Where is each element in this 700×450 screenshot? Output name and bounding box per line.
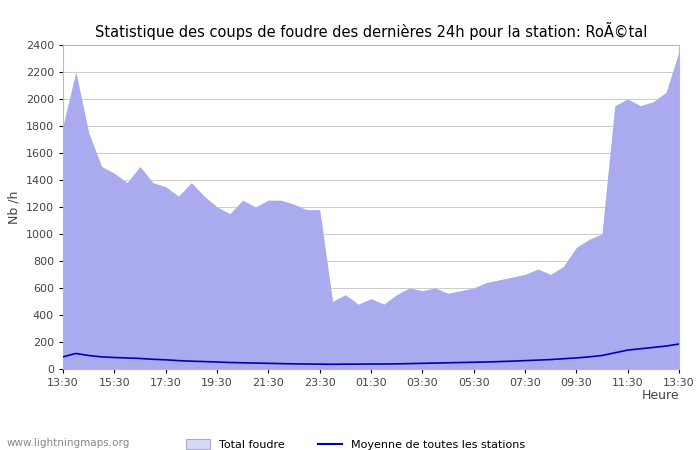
Title: Statistique des coups de foudre des dernières 24h pour la station: RoÃ©tal: Statistique des coups de foudre des dern… <box>94 22 648 40</box>
Y-axis label: Nb /h: Nb /h <box>7 190 20 224</box>
Text: Heure: Heure <box>641 389 679 402</box>
Text: www.lightningmaps.org: www.lightningmaps.org <box>7 438 130 448</box>
